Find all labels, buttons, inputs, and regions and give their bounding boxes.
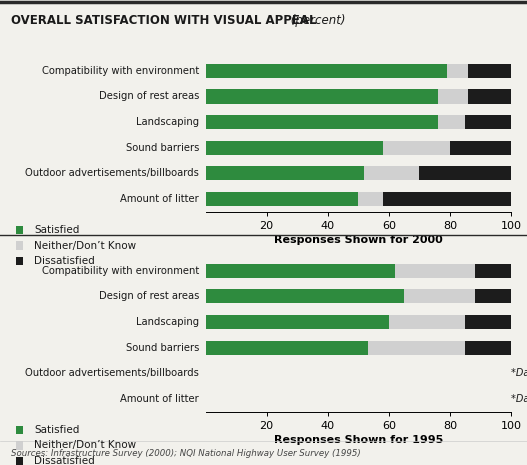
Text: Sound barriers: Sound barriers — [126, 343, 199, 352]
Bar — [419, 166, 511, 180]
Bar — [474, 264, 511, 278]
Text: Amount of litter: Amount of litter — [121, 394, 199, 404]
Bar — [465, 115, 511, 129]
Bar — [206, 140, 383, 155]
Text: Compatibility with environment: Compatibility with environment — [42, 266, 199, 276]
Bar — [465, 340, 511, 355]
Bar — [206, 64, 447, 78]
Text: OVERALL SATISFACTION WITH VISUAL APPEAL: OVERALL SATISFACTION WITH VISUAL APPEAL — [11, 14, 316, 27]
Text: (percent): (percent) — [287, 14, 346, 27]
Text: Dissatisfied: Dissatisfied — [34, 456, 95, 465]
Bar — [395, 264, 474, 278]
Text: Neither/Don’t Know: Neither/Don’t Know — [34, 240, 136, 251]
Bar — [367, 340, 465, 355]
Bar — [438, 115, 465, 129]
Text: Sound barriers: Sound barriers — [126, 143, 199, 153]
Bar — [450, 140, 511, 155]
Bar — [474, 289, 511, 304]
Text: Amount of litter: Amount of litter — [121, 194, 199, 204]
Bar — [438, 89, 469, 104]
Text: Outdoor advertisements/billboards: Outdoor advertisements/billboards — [25, 368, 199, 378]
Text: Dissatisfied: Dissatisfied — [34, 256, 95, 266]
Bar — [469, 64, 511, 78]
Bar — [206, 166, 365, 180]
Bar — [465, 315, 511, 329]
Text: Design of rest areas: Design of rest areas — [99, 292, 199, 301]
Text: Landscaping: Landscaping — [136, 317, 199, 327]
Bar — [383, 140, 450, 155]
Bar — [365, 166, 419, 180]
Text: Design of rest areas: Design of rest areas — [99, 92, 199, 101]
Text: *Data not collected in 1995: *Data not collected in 1995 — [511, 368, 527, 378]
Bar — [469, 89, 511, 104]
Bar — [206, 315, 389, 329]
Text: Satisfied: Satisfied — [34, 225, 80, 235]
Text: Neither/Don’t Know: Neither/Don’t Know — [34, 440, 136, 451]
Bar — [206, 192, 358, 206]
Bar — [383, 192, 511, 206]
Bar — [206, 289, 404, 304]
Bar — [206, 264, 395, 278]
X-axis label: Responses Shown for 1995: Responses Shown for 1995 — [274, 435, 443, 445]
Bar — [389, 315, 465, 329]
Bar — [206, 340, 367, 355]
Bar — [206, 115, 438, 129]
Text: Satisfied: Satisfied — [34, 425, 80, 435]
X-axis label: Responses Shown for 2000: Responses Shown for 2000 — [274, 235, 443, 245]
Text: *Data not collected in 1995: *Data not collected in 1995 — [511, 394, 527, 404]
Text: Sources: Infrastructure Survey (2000); NQI National Highway User Survey (1995): Sources: Infrastructure Survey (2000); N… — [11, 449, 360, 458]
Text: Outdoor advertisements/billboards: Outdoor advertisements/billboards — [25, 168, 199, 178]
Text: Landscaping: Landscaping — [136, 117, 199, 127]
Bar — [447, 64, 469, 78]
Bar — [206, 89, 438, 104]
Text: Compatibility with environment: Compatibility with environment — [42, 66, 199, 76]
Bar — [358, 192, 383, 206]
Bar — [404, 289, 474, 304]
